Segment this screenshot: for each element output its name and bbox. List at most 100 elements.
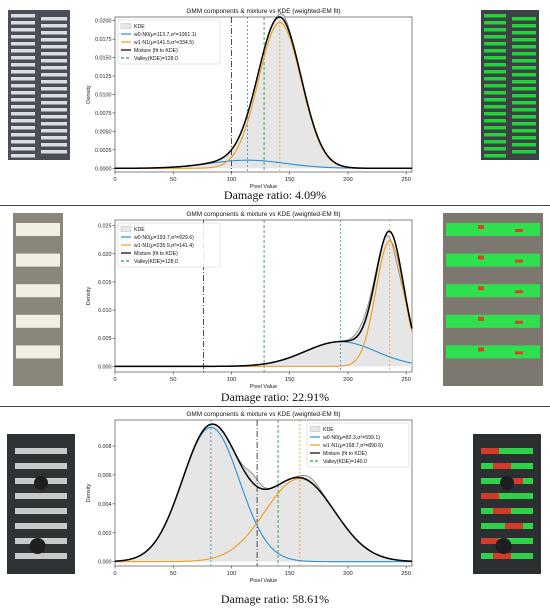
photo-right-1-stripe-1-21: [512, 31, 536, 35]
photo-left-1-stripe-0-60: [11, 70, 35, 74]
chart3-ytick-label-2: 0.004: [98, 502, 112, 508]
photo-right-1-stripe-1-140: [512, 150, 536, 154]
photo-left-2-bar-4: [16, 345, 60, 359]
photo-left-3-manhole-1: [34, 476, 48, 490]
photo-right-1-stripe-0-109: [484, 119, 506, 123]
photo-right-1-stripe-0-137: [484, 147, 506, 151]
photo-right-1-stripe-0-53: [484, 63, 506, 67]
chart2-ytick-label-0: 0.000: [98, 364, 112, 370]
photo-right-1-stripe-1-63: [512, 73, 536, 77]
photo-left-2-bg: [13, 213, 63, 386]
chart3-mixture-line: [114, 423, 413, 562]
chart1-ytick-label-6: 0.0150: [95, 56, 112, 62]
chart1-ytick-label-2: 0.0050: [95, 129, 112, 135]
chart2-xtick-label-4: 200: [343, 377, 353, 383]
panel-row-2: GMM components & mixture vs KDE (weighte…: [0, 205, 550, 405]
chart2-title: GMM components & mixture vs KDE (weighte…: [186, 211, 340, 218]
chart2-ylabel: Density: [86, 286, 92, 305]
photo-left-1-stripe-0-130: [11, 140, 35, 144]
photo-right-3-damage-3: [481, 493, 499, 499]
chart2-ytick-label-2: 0.010: [98, 308, 112, 314]
chart3-legend-label-0: KDE: [323, 427, 334, 433]
chart3-legend-label-4: Valley(KDE)=140.0: [323, 459, 367, 465]
chart3-title: GMM components & mixture vs KDE (weighte…: [186, 411, 340, 418]
chart1-ytick-label-3: 0.0075: [95, 111, 112, 117]
panel-row-3: GMM components & mixture vs KDE (weighte…: [0, 406, 550, 611]
photo-left-1-stripe-0-95: [11, 105, 35, 109]
chart2-ytick-label-4: 0.020: [98, 252, 112, 258]
chart3-legend-label-1: w0·N0(μ=82.3,σ²=599.1): [323, 435, 380, 441]
photo-right-1-stripe-1-56: [512, 66, 536, 70]
photo-right-1-stripe-0-67: [484, 77, 506, 81]
chart-svg-2: GMM components & mixture vs KDE (weighte…: [86, 211, 413, 390]
photo-right-1-stripe-1-28: [512, 38, 536, 42]
chart3-ytick-label-4: 0.008: [98, 444, 112, 450]
photo-right-1-stripe-1-49: [512, 59, 536, 63]
damage-ratio-caption-1: Damage ratio: 4.09%: [223, 188, 327, 202]
chart2-kde-fill: [115, 235, 412, 367]
chart2-ytick-label-5: 0.025: [98, 224, 112, 230]
chart3-xtick-label-2: 100: [227, 571, 237, 577]
photo-left-1-stripe-1-63: [41, 73, 67, 77]
gmm-chart-1: GMM components & mixture vs KDE (weighte…: [85, 3, 418, 190]
photo-left-1-stripe-1-42: [41, 52, 67, 56]
photo-right-1-stripe-0-32: [484, 42, 506, 46]
chart1-legend-label-2: w1·N1(μ=141.5,σ²=334.5): [134, 40, 194, 46]
photo-right-1-stripe-0-74: [484, 84, 506, 88]
photo-left-1-stripe-1-98: [41, 108, 67, 112]
chart2-legend-box: [117, 222, 221, 268]
chart3-ytick-label-0: 0.000: [98, 560, 112, 566]
photo-right-2-damage-4: [478, 347, 484, 352]
photo-left-1-stripe-1-112: [41, 122, 67, 126]
chart2-legend-swatch-0: [120, 226, 132, 232]
photo-left-3-manhole-2: [29, 538, 46, 554]
gmm-chart-2: GMM components & mixture vs KDE (weighte…: [85, 206, 418, 390]
photo-right-1-stripe-0-130: [484, 140, 506, 144]
photo-right-1-stripe-0-81: [484, 91, 506, 95]
photo-right-3-damage-1: [493, 463, 511, 469]
photo-left-svg-1: [8, 10, 70, 160]
chart3-xtick-label-5: 250: [401, 571, 411, 577]
chart2-xtick-label-2: 100: [227, 377, 237, 383]
photo-left-svg-3: [7, 434, 75, 574]
photo-right-1-stripe-1-77: [512, 87, 536, 91]
photo-left-1-stripe-0-46: [11, 56, 35, 60]
chart1-ytick-label-1: 0.0025: [95, 148, 112, 154]
photo-left-1-stripe-0-53: [11, 63, 35, 67]
chart1-legend-box: [117, 19, 221, 65]
chart1-ytick-label-0: 0.0000: [95, 166, 112, 172]
photo-right-3-damage-7: [493, 553, 511, 559]
photo-right-2-bar-3: [446, 314, 540, 328]
chart2-legend-label-0: KDE: [134, 227, 145, 233]
photo-right-1-stripe-1-133: [512, 143, 536, 147]
photo-right-2-bar-0: [446, 223, 540, 236]
photo-left-1-stripe-1-21: [41, 31, 67, 35]
photo-left-3-stripe-7: [15, 553, 67, 559]
photo-right-2-damage-3: [478, 316, 484, 321]
photo-right-1-stripe-0-60: [484, 70, 506, 74]
photo-left-1-stripe-0-137: [11, 147, 35, 151]
photo-right-1-stripe-1-35: [512, 45, 536, 49]
chart1-legend-swatch-0: [120, 23, 132, 29]
photo-left-1-stripe-0-81: [11, 91, 35, 95]
photo-left-1-stripe-1-28: [41, 38, 67, 42]
photo-left-1-stripe-0-32: [11, 42, 35, 46]
photo-right-2-damage-b-3: [515, 320, 523, 324]
chart2-legend-label-3: Mixture (fit to KDE): [134, 251, 178, 257]
segmented-image-1: [481, 10, 539, 160]
photo-right-1-stripe-1-84: [512, 94, 536, 98]
photo-right-1-stripe-0-25: [484, 35, 506, 39]
photo-right-3-damage-4: [493, 508, 511, 514]
chart1-ytick-label-5: 0.0125: [95, 74, 112, 80]
chart3-legend-swatch-0: [309, 426, 321, 432]
chart3-xtick-label-1: 50: [170, 571, 176, 577]
chart2-xtick-label-5: 250: [401, 377, 411, 383]
photo-right-2-bar-4: [446, 345, 540, 359]
chart1-ylabel: Density: [86, 85, 92, 104]
separator-1: [0, 205, 550, 206]
photo-right-1-stripe-0-116: [484, 126, 506, 130]
photo-left-2-bar-3: [16, 314, 60, 328]
photo-right-3-damage-5: [505, 523, 523, 529]
photo-right-1-stripe-0-11: [484, 21, 506, 25]
chart2-legend-label-2: w1·N1(μ=235.9,σ²=141.4): [134, 243, 194, 249]
